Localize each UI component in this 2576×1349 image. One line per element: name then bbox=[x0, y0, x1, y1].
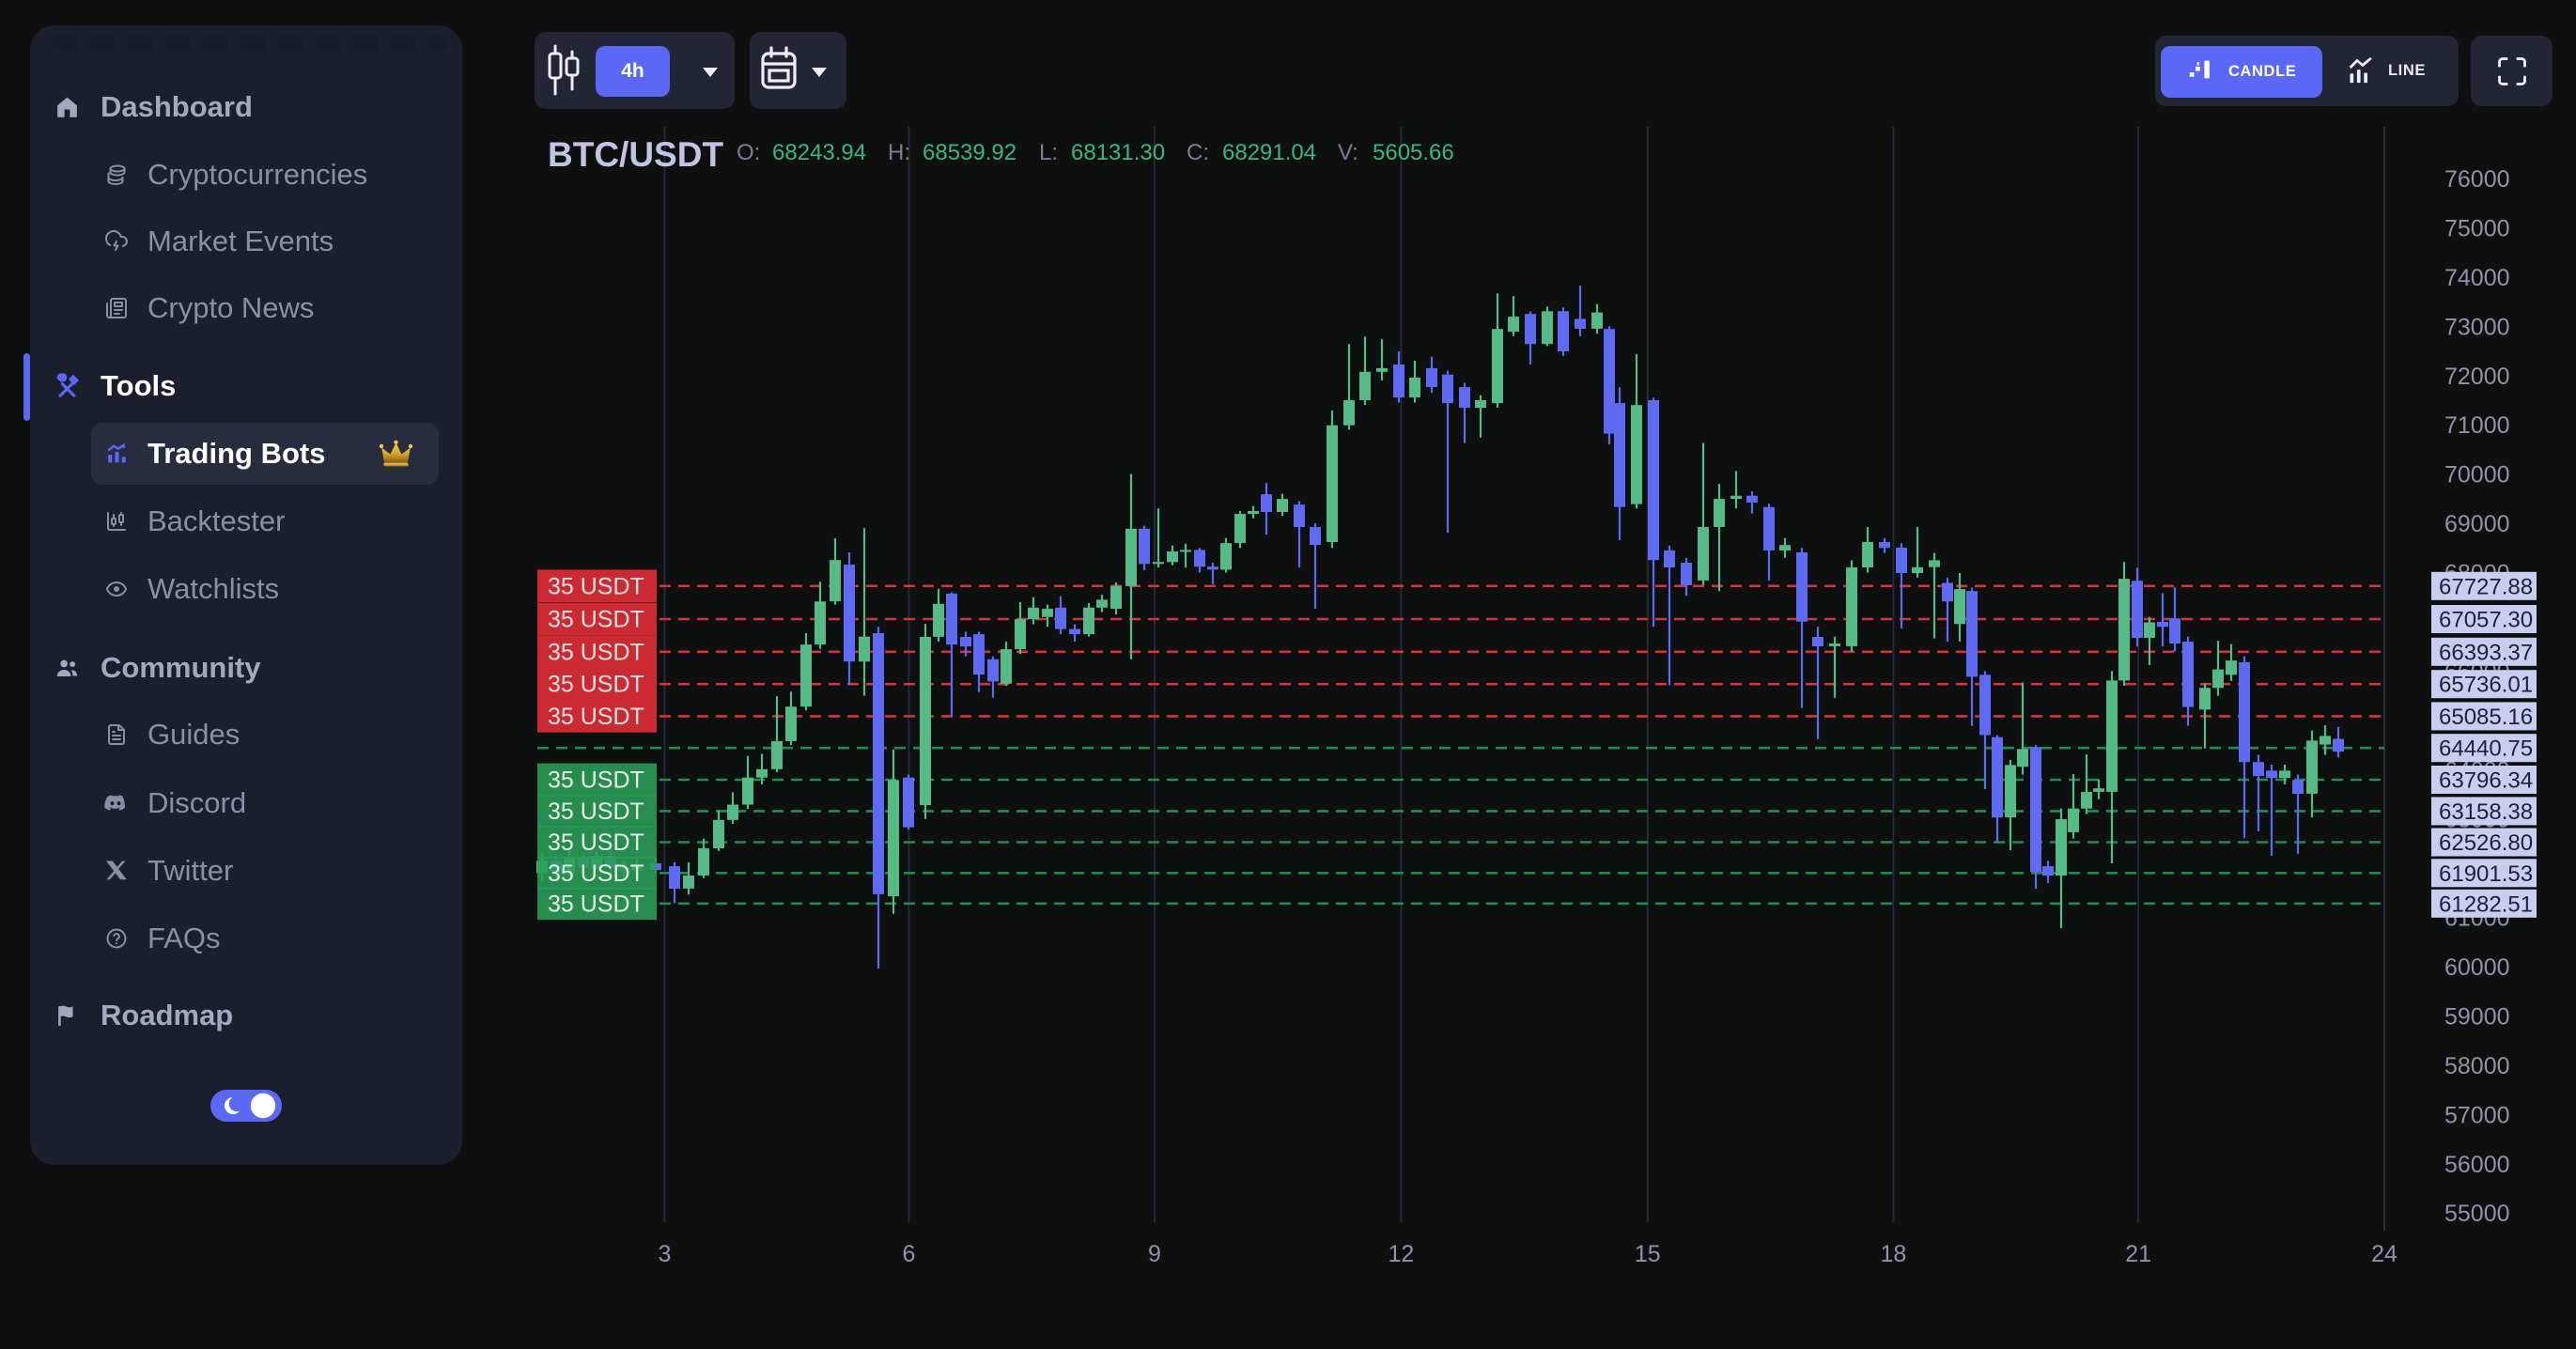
svg-text:66393.37: 66393.37 bbox=[2439, 640, 2533, 665]
svg-text:67727.88: 67727.88 bbox=[2439, 574, 2533, 599]
svg-text:56000: 56000 bbox=[2444, 1152, 2510, 1178]
svg-text:71000: 71000 bbox=[2444, 412, 2510, 439]
svg-text:6: 6 bbox=[902, 1241, 915, 1267]
svg-text:60000: 60000 bbox=[2444, 954, 2510, 981]
svg-text:68539.92: 68539.92 bbox=[923, 140, 1016, 165]
svg-text:65085.16: 65085.16 bbox=[2439, 705, 2533, 730]
svg-text:35 USDT: 35 USDT bbox=[548, 573, 644, 599]
svg-text:75000: 75000 bbox=[2444, 215, 2510, 241]
svg-text:V:: V: bbox=[1338, 140, 1358, 165]
svg-text:63158.38: 63158.38 bbox=[2439, 799, 2533, 825]
svg-text:18: 18 bbox=[1880, 1241, 1906, 1267]
svg-text:67057.30: 67057.30 bbox=[2439, 608, 2533, 633]
svg-text:62526.80: 62526.80 bbox=[2439, 830, 2533, 856]
svg-text:35 USDT: 35 USDT bbox=[548, 672, 644, 698]
svg-text:35 USDT: 35 USDT bbox=[548, 607, 644, 633]
svg-text:74000: 74000 bbox=[2444, 265, 2510, 291]
svg-text:58000: 58000 bbox=[2444, 1053, 2510, 1079]
svg-text:76000: 76000 bbox=[2444, 166, 2510, 193]
svg-text:55000: 55000 bbox=[2444, 1201, 2510, 1227]
svg-text:57000: 57000 bbox=[2444, 1102, 2510, 1128]
svg-text:35 USDT: 35 USDT bbox=[548, 799, 644, 825]
svg-text:59000: 59000 bbox=[2444, 1004, 2510, 1031]
svg-text:65736.01: 65736.01 bbox=[2439, 673, 2533, 698]
svg-text:9: 9 bbox=[1148, 1241, 1161, 1267]
svg-text:68291.04: 68291.04 bbox=[1222, 140, 1316, 165]
svg-text:BTC/USDT: BTC/USDT bbox=[548, 135, 723, 174]
svg-text:69000: 69000 bbox=[2444, 511, 2510, 537]
svg-text:5605.66: 5605.66 bbox=[1373, 140, 1454, 165]
svg-text:61901.53: 61901.53 bbox=[2439, 861, 2533, 887]
svg-text:L:: L: bbox=[1039, 140, 1058, 165]
svg-text:35 USDT: 35 USDT bbox=[548, 861, 644, 887]
svg-text:35 USDT: 35 USDT bbox=[548, 891, 644, 917]
svg-text:35 USDT: 35 USDT bbox=[548, 768, 644, 794]
svg-text:35 USDT: 35 USDT bbox=[548, 639, 644, 665]
svg-text:61282.51: 61282.51 bbox=[2439, 892, 2533, 917]
svg-text:O:: O: bbox=[737, 140, 760, 165]
svg-text:70000: 70000 bbox=[2444, 462, 2510, 488]
svg-text:C:: C: bbox=[1187, 140, 1209, 165]
svg-text:12: 12 bbox=[1388, 1241, 1414, 1267]
svg-text:15: 15 bbox=[1635, 1241, 1661, 1267]
svg-text:72000: 72000 bbox=[2444, 364, 2510, 390]
svg-text:68243.94: 68243.94 bbox=[772, 140, 866, 165]
svg-text:21: 21 bbox=[2125, 1241, 2151, 1267]
svg-text:35 USDT: 35 USDT bbox=[548, 704, 644, 730]
svg-text:64440.75: 64440.75 bbox=[2439, 737, 2533, 762]
svg-text:73000: 73000 bbox=[2444, 314, 2510, 340]
svg-text:H:: H: bbox=[888, 140, 910, 165]
svg-text:63796.34: 63796.34 bbox=[2439, 768, 2533, 794]
svg-text:3: 3 bbox=[659, 1241, 672, 1267]
svg-text:24: 24 bbox=[2371, 1241, 2398, 1267]
svg-text:35 USDT: 35 USDT bbox=[548, 830, 644, 856]
svg-text:68131.30: 68131.30 bbox=[1071, 140, 1165, 165]
